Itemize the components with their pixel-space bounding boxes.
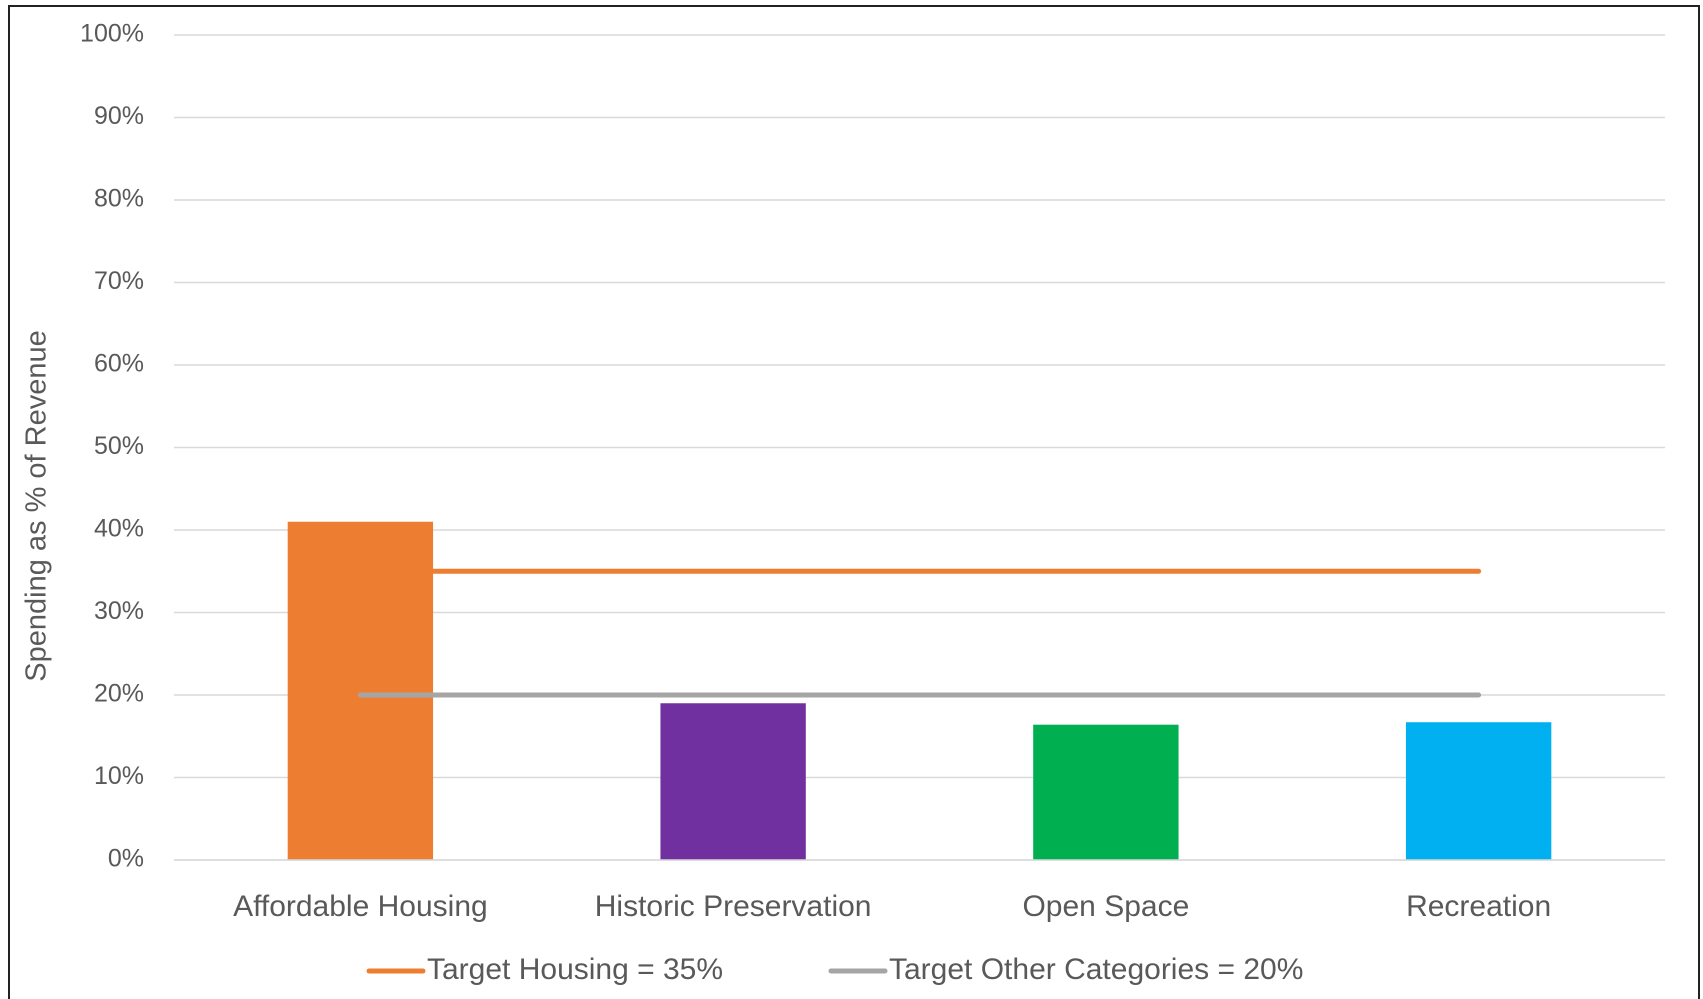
y-tick-label: 30% <box>94 597 144 625</box>
x-tick-label: Affordable Housing <box>233 890 488 923</box>
y-tick-label: 40% <box>94 515 144 543</box>
bar <box>1405 722 1552 860</box>
legend-label: Target Other Categories = 20% <box>889 953 1303 986</box>
y-tick-label: 10% <box>94 762 144 790</box>
bar <box>287 521 434 860</box>
x-tick-label: Open Space <box>1022 890 1189 923</box>
y-tick-label: 20% <box>94 680 144 708</box>
bar <box>660 703 806 860</box>
legend-label: Target Housing = 35% <box>427 953 723 986</box>
y-tick-label: 60% <box>94 350 144 378</box>
y-tick-label: 0% <box>108 845 144 873</box>
y-tick-label: 80% <box>94 185 144 213</box>
y-tick-label: 90% <box>94 102 144 130</box>
y-tick-label: 50% <box>94 432 144 460</box>
y-tick-label: 70% <box>94 267 144 295</box>
x-tick-label: Recreation <box>1406 890 1551 923</box>
x-tick-label: Historic Preservation <box>595 890 872 923</box>
y-axis-title: Spending as % of Revenue <box>21 330 53 681</box>
y-tick-label: 100% <box>80 20 144 48</box>
bar <box>1033 724 1179 860</box>
